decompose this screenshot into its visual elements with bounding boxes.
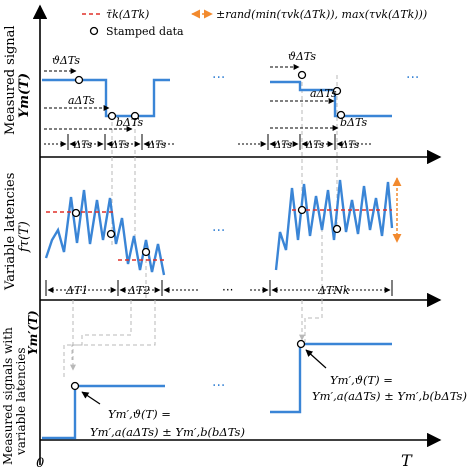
bottom-ylabel-line2: variable latencies: [14, 347, 28, 456]
top-signal-left: [42, 78, 170, 118]
stamped-marker: [296, 339, 306, 349]
stamped-marker: [74, 75, 84, 85]
bottom-ellipsis: ···: [212, 378, 225, 394]
interval-label: ΔT2: [127, 284, 150, 297]
interval-ellipsis: ···: [222, 283, 233, 297]
a-right-label: aΔTs: [310, 87, 337, 100]
stamped-marker: [107, 111, 117, 121]
legend: τ̄k(ΔTk) ±rand(min(τvk(ΔTk)), max(τvk(ΔT…: [82, 8, 427, 38]
stamped-marker: [141, 247, 151, 257]
theta-right-label: ϑΔTs: [288, 50, 316, 63]
period-label: ΔTs: [305, 140, 324, 151]
period-label: ΔTs: [110, 140, 129, 151]
bottom-panel: ··· Ym′,ϑ(T) = Ym′,a(aΔTs) ± Ym′,b(bΔTs)…: [42, 339, 467, 440]
period-label: ΔTs: [147, 140, 166, 151]
mean-latency-legend-label: τ̄k(ΔTk): [106, 8, 149, 21]
bottom-ylabel-line1: Measured signals with: [1, 327, 15, 465]
stamped-marker: [332, 224, 342, 234]
stamped-marker: [70, 381, 80, 391]
top-ellipsis-2: ···: [406, 70, 419, 86]
period-label: ΔTs: [273, 140, 292, 151]
top-ellipsis-1: ···: [212, 70, 225, 86]
interval-label: ΔT1: [65, 284, 88, 297]
origin-label: 0: [36, 456, 44, 470]
interval-label: ΔTNk: [317, 284, 350, 297]
a-left-label: aΔTs: [68, 94, 95, 107]
x-axis-label: T: [401, 451, 413, 470]
top-panel: ··· ··· ϑΔTs aΔTs bΔTs ϑΔTs aΔTs bΔTs: [42, 50, 419, 151]
stamped-marker: [297, 205, 307, 215]
top-ysymbol: Ym(T): [17, 73, 32, 118]
middle-ellipsis: ···: [212, 223, 225, 239]
eq-left-line1: Ym′,ϑ(T) =: [108, 407, 171, 421]
eq-right-line2: Ym′,a(aΔTs) ± Ym′,b(bΔTs): [312, 389, 467, 403]
eq-right-line1: Ym′,ϑ(T) =: [330, 373, 393, 387]
stamped-legend-marker: [89, 26, 99, 36]
bottom-signal-right: [270, 342, 392, 414]
b-left-label: bΔTs: [116, 116, 144, 129]
stamped-marker: [336, 110, 346, 120]
stamped-marker: [130, 111, 140, 121]
b-right-label: bΔTs: [340, 116, 368, 129]
random-range-legend-label: ±rand(min(τvk(ΔTk)), max(τvk(ΔTk))): [216, 8, 427, 21]
eq-left-line2: Ym′,a(aΔTs) ± Ym′,b(bΔTs): [90, 425, 245, 439]
middle-ylabel: Variable latencies: [3, 173, 18, 291]
stamped-marker: [71, 208, 81, 218]
period-label: ΔTs: [340, 140, 359, 151]
stamped-marker: [297, 70, 307, 80]
stamped-marker: [332, 86, 342, 96]
top-ylabel: Measured signal: [3, 25, 18, 135]
period-label: ΔTs: [73, 140, 92, 151]
stamped-legend-label: Stamped data: [106, 25, 184, 38]
latency-wave-right: [274, 179, 394, 271]
y-labels: Measured signal Ym(T) Variable latencies…: [1, 25, 40, 465]
axes: 0 T: [32, 4, 442, 470]
stamped-marker: [106, 229, 116, 239]
middle-ysymbol: fτ(T): [17, 221, 32, 253]
theta-left-label: ϑΔTs: [52, 54, 80, 67]
latency-wave-left: [44, 189, 166, 276]
bottom-signal-left: [42, 384, 165, 440]
bottom-ysymbol: Ym′(T): [26, 310, 40, 355]
middle-panel: ··· ΔT1 ΔT2 ΔTNk ···: [44, 177, 402, 297]
